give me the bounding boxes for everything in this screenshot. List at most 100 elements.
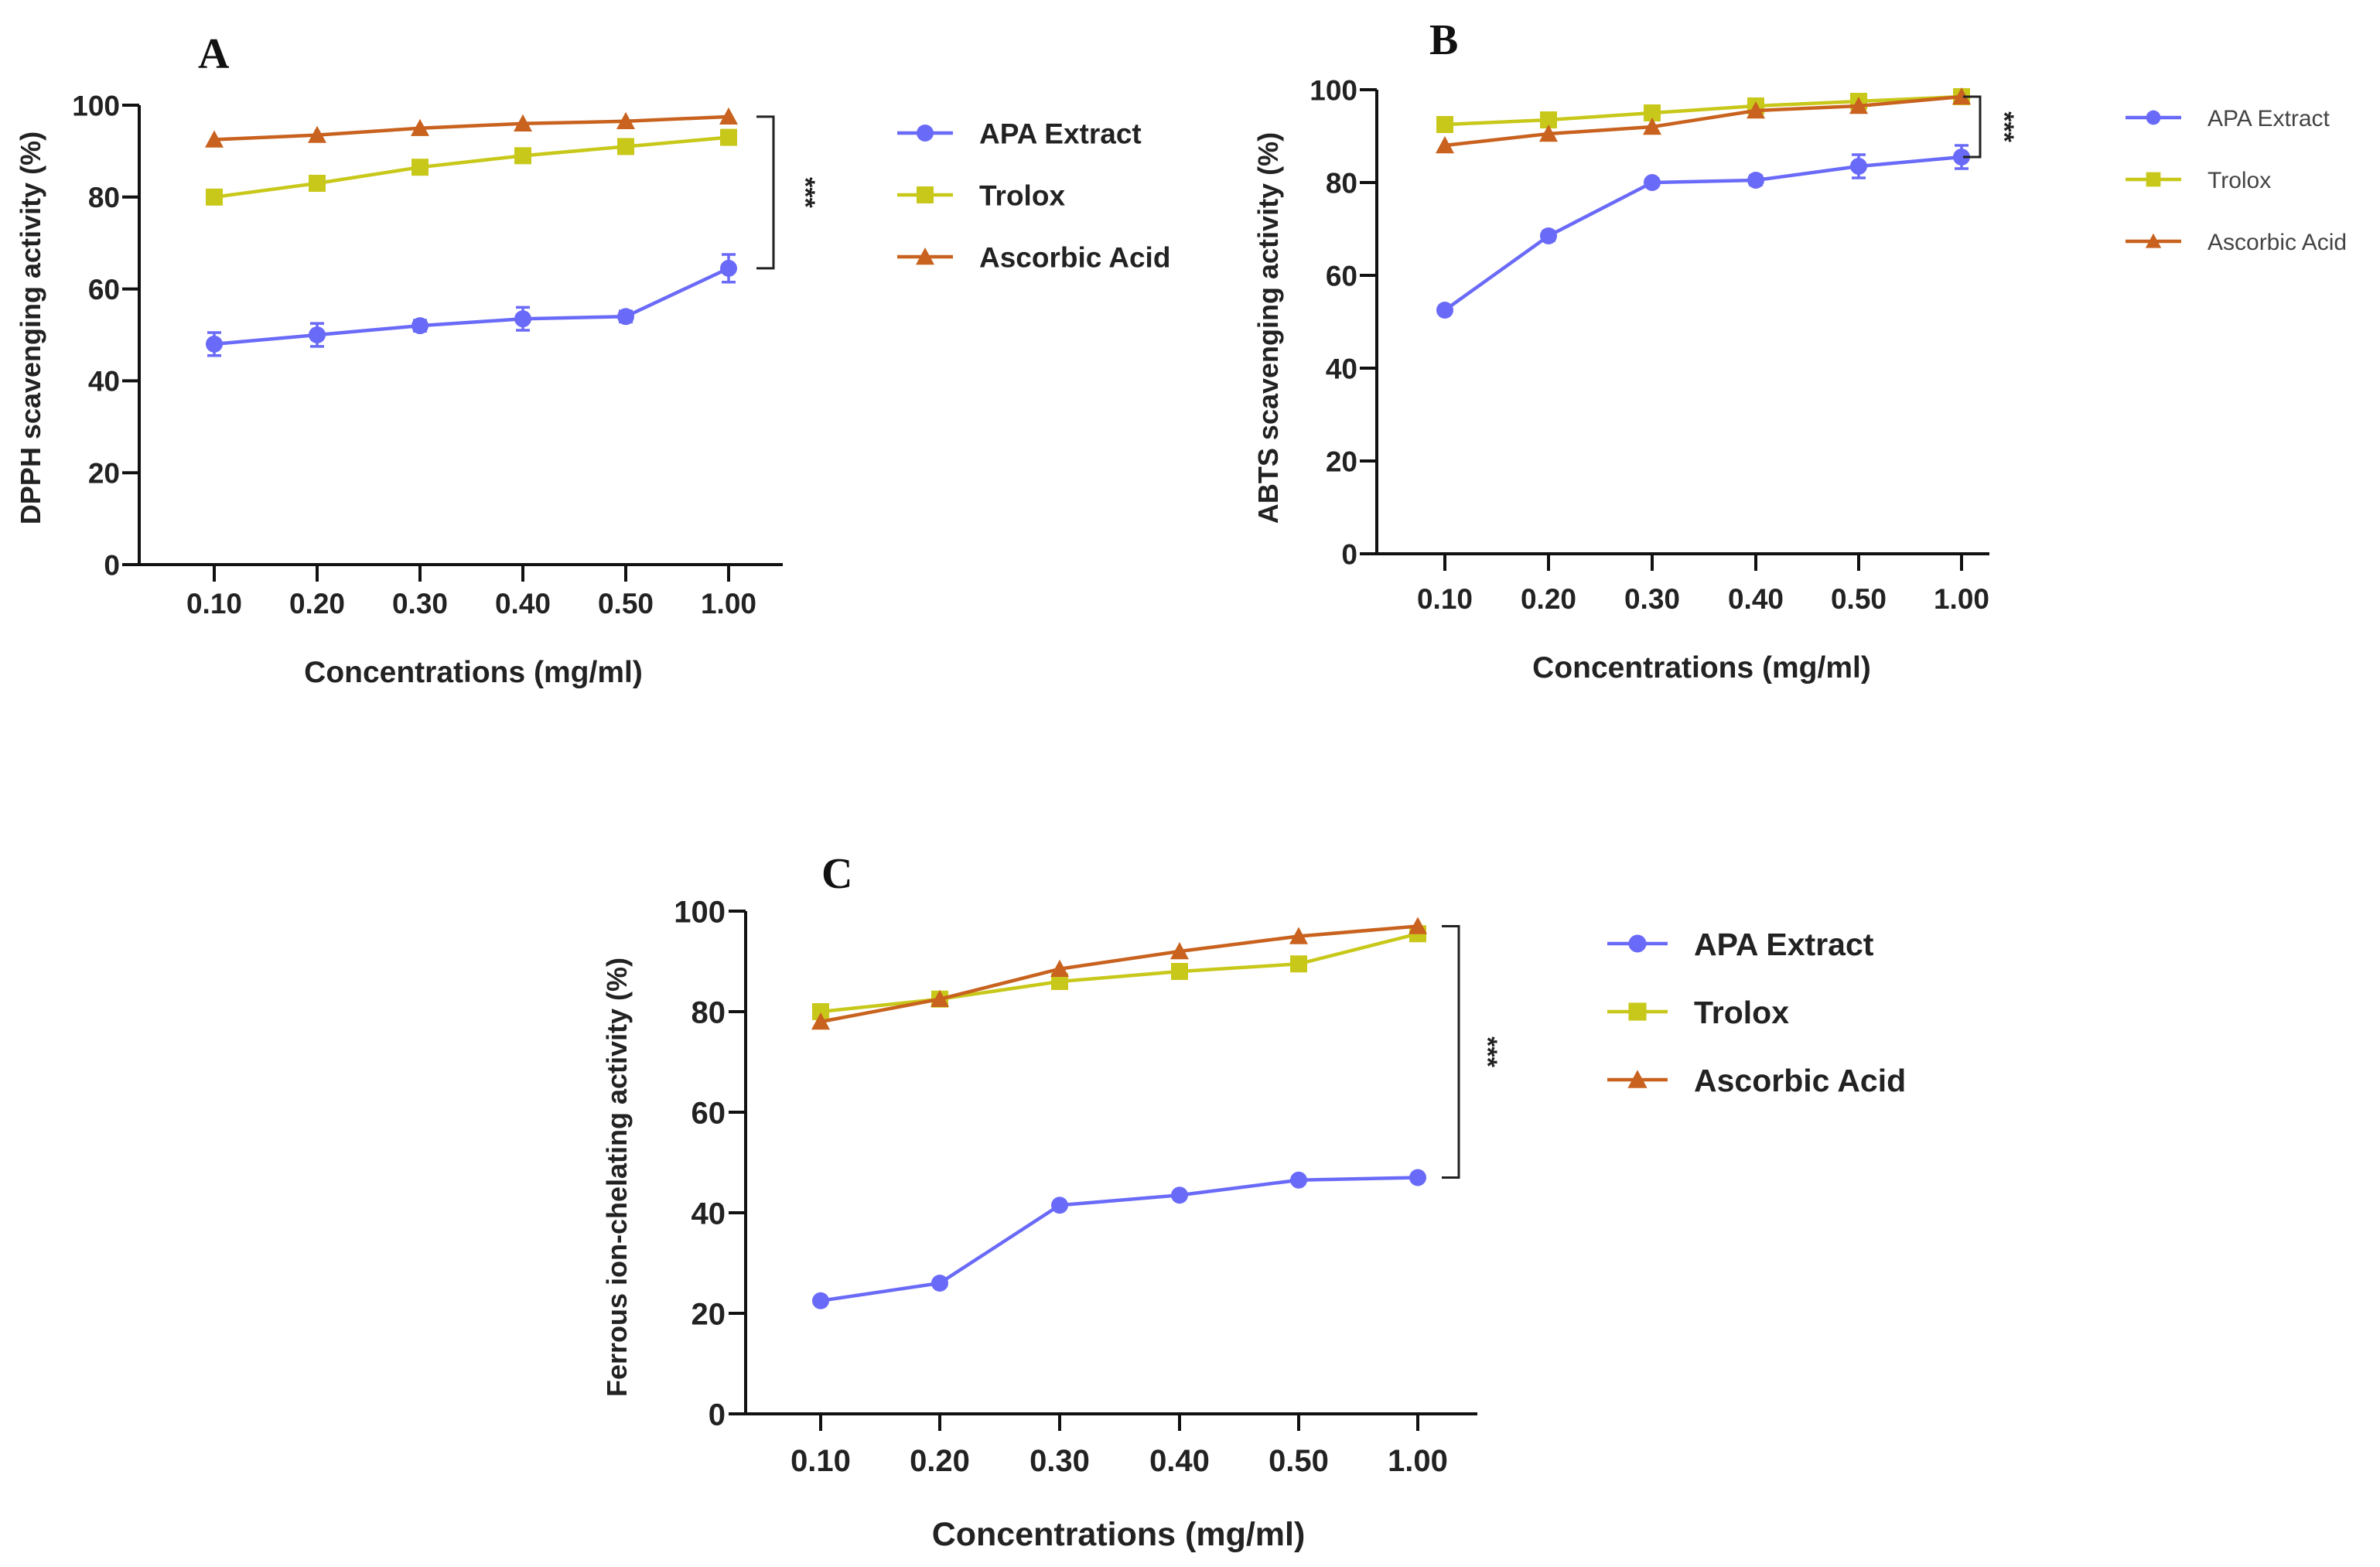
panel-c-y-tick-label: 0 <box>709 1398 726 1432</box>
panel-a-series-trolox-point <box>514 147 531 165</box>
panel-c-series-ascorbic-acid-point <box>1050 959 1069 977</box>
panel-a-y-tick-label: 60 <box>88 274 120 306</box>
panel-b-significance-bracket <box>1963 95 1982 159</box>
panel-a-series-trolox-point <box>309 174 326 192</box>
panel-a-significance-label: *** <box>790 177 820 208</box>
panel-a-letter: A <box>198 30 230 78</box>
panel-c-series-ascorbic-acid-line <box>820 924 1419 1024</box>
panel-c-legend-label: Trolox <box>1694 995 1789 1030</box>
panel-c: C Ferrous ion-chelating activity (%) Con… <box>601 850 1906 1553</box>
panel-c-series-ascorbic-acid-point <box>811 1012 830 1030</box>
panel-b-x-tick-label: 0.20 <box>1521 583 1576 615</box>
panel-a-series-trolox-point <box>720 128 737 146</box>
panel-a-series-ascorbic-acid-point <box>308 125 326 143</box>
panel-b-y-tick-label: 40 <box>1326 353 1357 384</box>
panel-a-series-ascorbic-acid-point <box>719 107 738 125</box>
panel-a-x-axis-label: Concentrations (mg/ml) <box>304 656 643 689</box>
panel-b-legend-label: APA Extract <box>2208 106 2330 131</box>
panel-a-series-trolox-point <box>617 138 634 155</box>
panel-c-legend-label: Ascorbic Acid <box>1694 1063 1906 1098</box>
panel-a-legend-marker <box>917 186 934 203</box>
panel-b-series-apa-extract-point <box>1644 174 1661 191</box>
panel-a-x-tick-label: 0.40 <box>495 588 551 620</box>
panel-a-series-apa-extract-line <box>213 266 729 347</box>
panel-a-legend-marker <box>916 248 934 265</box>
panel-b-y-tick-label: 100 <box>1310 74 1357 106</box>
panel-c-series-apa-extract-point <box>1290 1171 1307 1189</box>
panel-b-series-trolox-point <box>1644 104 1661 121</box>
panel-b-series-ascorbic-acid-point <box>1643 118 1661 135</box>
panel-c-series-ascorbic-acid-point <box>930 989 949 1007</box>
panel-a-x-tick-label: 0.30 <box>392 588 448 620</box>
panel-c-letter: C <box>821 850 852 898</box>
panel-c-series-trolox-point <box>1290 955 1307 973</box>
panel-b-series-ascorbic-acid-line <box>1444 94 1962 148</box>
panel-c-legend-marker <box>1628 1002 1647 1021</box>
panel-a-series-apa-extract-point <box>617 308 634 326</box>
panel-b-y-tick-label: 20 <box>1326 446 1357 477</box>
panel-a-legend-label: Trolox <box>979 179 1065 211</box>
panel-b-letter: B <box>1429 16 1458 64</box>
panel-b-series-apa-extract-point <box>1436 302 1453 319</box>
panel-a: A DPPH scavenging activity (%) Concentra… <box>15 30 1170 689</box>
panel-c-series-apa-extract-point <box>931 1275 948 1292</box>
panel-c-series-apa-extract-line <box>820 1176 1419 1302</box>
panel-b-series-ascorbic-acid-point <box>1952 87 1971 105</box>
panel-b-series-ascorbic-acid-point <box>1436 136 1454 154</box>
panel-c-legend-marker <box>1628 934 1647 953</box>
panel-a-legend-label: APA Extract <box>979 118 1142 149</box>
panel-b-series-trolox-point <box>1540 111 1557 128</box>
panel-b-y-tick-label: 80 <box>1326 167 1357 199</box>
panel-a-series-ascorbic-acid-point <box>514 114 532 131</box>
panel-b-x-tick-label: 0.50 <box>1831 583 1887 615</box>
panel-a-series-apa-extract-point <box>206 335 223 353</box>
panel-c-x-tick-label: 0.30 <box>1030 1444 1090 1478</box>
panel-a-y-tick-label: 20 <box>88 458 120 490</box>
panel-c-x-tick-label: 1.00 <box>1388 1444 1448 1478</box>
panel-b-x-axis-label: Concentrations (mg/ml) <box>1532 651 1871 684</box>
panel-b-y-axis-label: ABTS scavenging activity (%) <box>1252 132 1284 524</box>
panel-b: B ABTS scavenging activity (%) Concentra… <box>1252 16 2347 684</box>
panel-b-series-ascorbic-acid-point <box>1539 125 1558 142</box>
panel-b-series-trolox-line <box>1444 94 1962 127</box>
panel-c-series-trolox-line <box>820 932 1419 1014</box>
panel-c-x-tick-label: 0.50 <box>1269 1444 1329 1478</box>
panel-c-significance-label: *** <box>1473 1036 1502 1067</box>
panel-c-series-trolox-point <box>1051 973 1068 990</box>
panel-c-y-tick-label: 80 <box>691 995 726 1029</box>
panel-c-series-apa-extract-point <box>1409 1169 1426 1186</box>
panel-b-series-apa-extract-line <box>1443 155 1962 312</box>
panel-b-series-ascorbic-acid-point <box>1747 101 1765 119</box>
panel-c-y-tick-label: 100 <box>674 895 726 929</box>
panel-c-series-apa-extract-point <box>812 1292 829 1309</box>
panel-a-series-apa-extract-point <box>309 326 326 343</box>
panel-c-series-ascorbic-acid-point <box>1289 927 1308 944</box>
panel-a-series-ascorbic-acid-line <box>213 114 729 142</box>
panel-b-significance-label: *** <box>1989 111 2019 142</box>
panel-a-series-trolox-point <box>411 159 429 176</box>
panel-b-series-trolox-point <box>1436 116 1453 133</box>
panel-a-series-ascorbic-acid-point <box>616 111 635 129</box>
panel-c-series-trolox-point <box>1171 963 1188 980</box>
panel-b-x-tick-label: 1.00 <box>1934 583 1989 615</box>
panel-a-series-apa-extract-point <box>720 259 737 277</box>
panel-b-legend-marker <box>2145 233 2162 248</box>
panel-c-y-axis-label: Ferrous ion-chelating activity (%) <box>601 958 633 1397</box>
panel-b-legend-label: Trolox <box>2208 168 2271 193</box>
panel-b-x-tick-label: 0.40 <box>1728 583 1784 615</box>
panel-c-y-tick-label: 60 <box>691 1096 726 1130</box>
panel-a-x-tick-label: 0.50 <box>598 588 654 620</box>
panel-b-series-apa-extract-point <box>1953 149 1970 166</box>
panel-a-series-ascorbic-acid-point <box>411 118 429 136</box>
panel-c-legend-label: APA Extract <box>1694 927 1874 962</box>
panel-c-x-tick-label: 0.10 <box>790 1444 851 1478</box>
panel-c-significance-bracket <box>1442 925 1460 1179</box>
panel-a-series-ascorbic-acid-point <box>205 130 224 148</box>
panel-c-series-apa-extract-point <box>1051 1197 1068 1214</box>
panel-a-x-tick-label: 0.20 <box>289 588 345 620</box>
panel-c-series-ascorbic-acid-point <box>1409 917 1427 934</box>
panel-a-legend-label: Ascorbic Acid <box>979 241 1170 273</box>
panel-a-y-tick-label: 0 <box>104 549 120 581</box>
panel-a-y-tick-label: 100 <box>72 90 120 121</box>
